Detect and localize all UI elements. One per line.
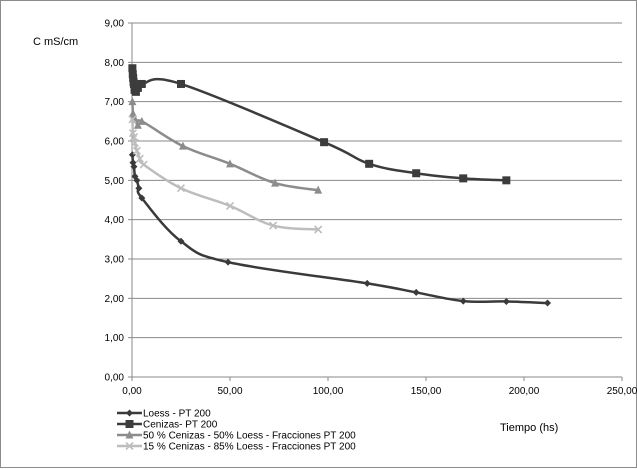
data-point: [459, 297, 467, 305]
data-point: [225, 201, 235, 210]
data-point: [226, 159, 234, 168]
legend-label: Cenizas- PT 200: [143, 420, 218, 431]
y-tick-label: 7,00: [105, 97, 125, 108]
data-point: [133, 176, 141, 184]
y-tick-label: 3,00: [105, 255, 125, 266]
legend-entry: Cenizas- PT 200: [117, 420, 218, 431]
x-tick-label: 150,00: [411, 386, 442, 397]
data-point: [128, 64, 137, 73]
data-point: [139, 160, 148, 169]
data-point: [138, 194, 146, 202]
data-point: [269, 221, 278, 230]
data-point: [502, 297, 510, 305]
data-point: [363, 279, 371, 287]
data-point: [177, 79, 185, 88]
series-line: [131, 68, 507, 182]
y-axis-label: C mS/cm: [33, 36, 78, 48]
legend-entry: 50 % Cenizas - 50% Loess - Fracciones PT…: [117, 430, 356, 442]
data-point: [271, 178, 280, 187]
legend-label: Loess - PT 200: [143, 409, 211, 420]
y-tick-label: 1,00: [105, 333, 125, 344]
x-tick-label: 200,00: [509, 386, 540, 397]
data-point: [135, 154, 144, 163]
data-point: [502, 176, 511, 185]
legend-marker: [125, 441, 134, 451]
series-line: [131, 119, 319, 231]
legend-label: 15 % Cenizas - 85% Loess - Fracciones PT…: [143, 442, 356, 453]
legend-entry: 15 % Cenizas - 85% Loess - Fracciones PT…: [117, 442, 356, 453]
data-point: [135, 184, 143, 192]
data-point: [176, 184, 186, 193]
data-point: [224, 258, 232, 266]
data-point: [314, 185, 323, 194]
y-tick-label: 4,00: [105, 215, 125, 226]
legend-marker: [125, 430, 134, 439]
data-point: [177, 237, 185, 245]
axes-layer: 0,00 1,00 2,00 3,00 4,00 5,00 6,00 7,00 8,00 9,00…: [105, 19, 637, 398]
series-layer: [128, 64, 552, 307]
series-2: [128, 64, 511, 185]
data-point: [128, 97, 137, 106]
x-axis-label: Tiempo (hs): [500, 422, 558, 434]
x-tick-label: 100,00: [313, 386, 344, 397]
y-tick-label: 2,00: [105, 294, 125, 305]
y-tick-label: 0,00: [105, 373, 125, 384]
x-tick-label: 0,00: [122, 386, 142, 397]
data-point: [365, 159, 374, 168]
data-point: [459, 174, 468, 183]
data-point: [314, 225, 323, 234]
data-point: [544, 299, 552, 307]
data-point: [412, 169, 421, 178]
data-point: [128, 115, 137, 124]
grid-layer: [132, 22, 622, 339]
data-point: [137, 116, 146, 125]
series-3: [128, 97, 323, 194]
series-4: [128, 115, 323, 234]
data-point: [137, 79, 146, 88]
x-tick-label: 250,00: [607, 386, 637, 397]
legend-marker: [125, 420, 134, 428]
series-line: [131, 154, 548, 305]
series-1: [128, 151, 552, 307]
legend-label: 50 % Cenizas - 50% Loess - Fracciones PT…: [143, 431, 356, 442]
data-point: [178, 141, 187, 150]
legend-entry: Loess - PT 200: [117, 409, 211, 420]
y-tick-label: 8,00: [105, 58, 125, 69]
data-point: [130, 138, 140, 148]
data-point: [412, 288, 420, 296]
data-point: [130, 163, 138, 171]
x-tick-label: 50,00: [217, 386, 242, 397]
y-tick-label: 9,00: [105, 19, 125, 30]
data-point: [320, 138, 329, 147]
y-tick-label: 5,00: [105, 176, 125, 187]
data-point: [132, 146, 141, 155]
legend-marker: [126, 409, 133, 417]
y-tick-label: 6,00: [105, 137, 125, 148]
